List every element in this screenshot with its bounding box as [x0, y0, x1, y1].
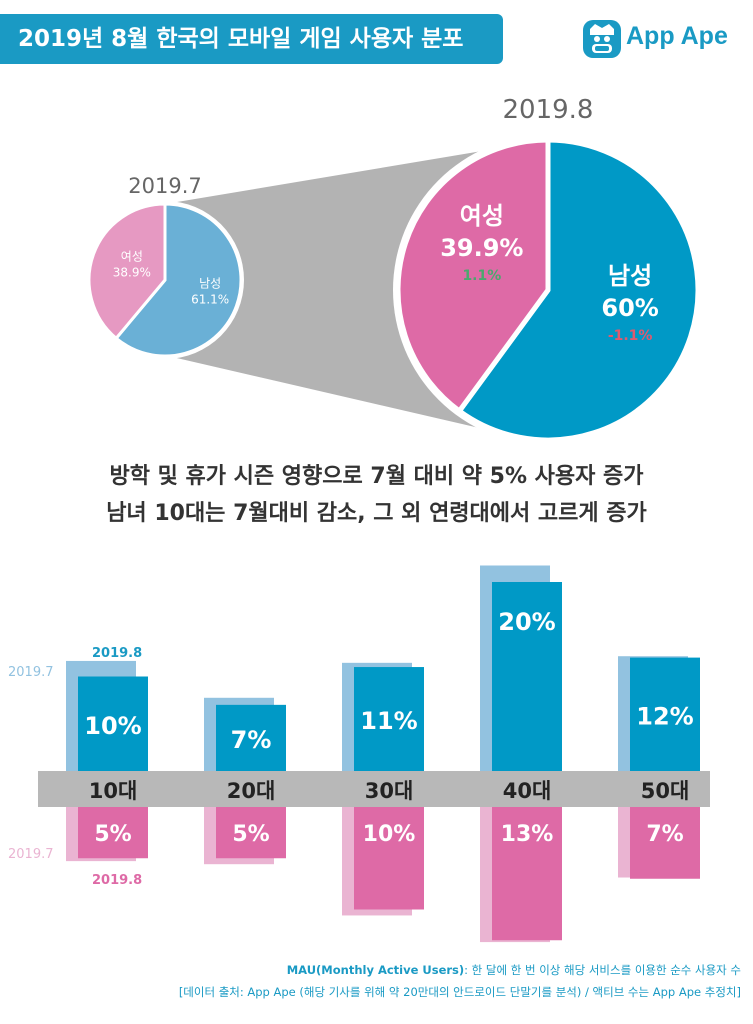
- bar-female-2019-8-4: [492, 807, 562, 941]
- category-label-5: 50대: [641, 779, 690, 803]
- bar-male-2019-8-1: [78, 676, 148, 771]
- bar-male-2019-8-4: [492, 582, 562, 771]
- bar-female-2019-8-label-3: 10%: [363, 822, 416, 847]
- mau-definition: MAU(Monthly Active Users): 한 달에 한 번 이상 해…: [287, 962, 741, 978]
- pie-2019-7-label-male: 남성: [199, 277, 221, 291]
- headline-line-2: 남녀 10대는 7월대비 감소, 그 외 연령대에서 고르게 증가: [106, 501, 647, 526]
- title-banner: 2019년 8월 한국의 모바일 게임 사용자 분포: [0, 14, 503, 64]
- bar-female-2019-8-label-2: 5%: [232, 822, 269, 847]
- legend-male-2019-8: 2019.8: [92, 646, 142, 661]
- bar-female-2019-8-1: [78, 807, 148, 859]
- brand-logo: App Ape: [580, 14, 745, 64]
- pie-2019-8-title: 2019.8: [503, 95, 594, 125]
- category-label-2: 20대: [227, 779, 276, 803]
- bar-female-2019-8-5: [630, 807, 700, 879]
- pie-2019-7-value-male: 61.1%: [191, 293, 229, 307]
- pie-2019-8-label-male: 남성: [608, 262, 652, 290]
- bar-male-2019-8-2: [216, 704, 286, 771]
- bar-male-2019-8-label-1: 10%: [84, 712, 141, 740]
- data-source-note: [데이터 출처: App Ape (해당 기사를 위해 약 20만대의 안드로이…: [178, 985, 741, 999]
- legend-female-2019-8: 2019.8: [92, 873, 142, 888]
- bar-male-2019-8-label-5: 12%: [636, 702, 693, 730]
- category-band: [38, 771, 710, 807]
- pie-2019-8-slice-female: [395, 137, 551, 414]
- pie-2019-8-change-male: -1.1%: [608, 328, 653, 344]
- pie-2019-8-change-female: 1.1%: [462, 268, 501, 284]
- pie-2019-7-slice-male: [114, 202, 243, 358]
- bar-male-2019-8-label-2: 7%: [231, 726, 272, 754]
- category-label-1: 10대: [89, 779, 138, 803]
- category-label-4: 40대: [503, 779, 552, 803]
- bar-male-2019-8-5: [630, 657, 700, 771]
- mau-definition-term: MAU(Monthly Active Users): [286, 963, 465, 977]
- bar-male-2019-8-3: [354, 667, 424, 771]
- page-title: 2019년 8월 한국의 모바일 게임 사용자 분포: [18, 26, 464, 52]
- brand-name: App Ape: [626, 22, 728, 50]
- bar-female-2019-8-label-1: 5%: [94, 822, 131, 847]
- pie-2019-8-slice-male: [456, 137, 701, 443]
- pie-2019-8-value-male: 60%: [601, 294, 658, 322]
- pie-2019-8-label-female: 여성: [460, 202, 504, 230]
- mau-definition-text: : 한 달에 한 번 이상 해당 서비스를 이용한 순수 사용자 수: [464, 963, 741, 977]
- bar-male-2019-8-label-3: 11%: [360, 707, 417, 735]
- pie-2019-7-slice-female: [87, 202, 167, 340]
- headline-line-1: 방학 및 휴가 시즌 영향으로 7월 대비 약 5% 사용자 증가: [109, 464, 644, 489]
- ape-face-icon: [583, 20, 621, 58]
- pie-2019-8-value-female: 39.9%: [440, 234, 523, 262]
- bar-female-2019-8-2: [216, 807, 286, 859]
- category-label-3: 30대: [365, 779, 414, 803]
- pie-2019-7-value-female: 38.9%: [113, 265, 151, 279]
- bar-female-2019-8-label-5: 7%: [646, 822, 683, 847]
- pie-2019-7-title: 2019.7: [128, 174, 201, 198]
- legend-female-2019-7: 2019.7: [8, 847, 54, 862]
- bar-female-2019-8-label-4: 13%: [501, 822, 554, 847]
- legend-male-2019-7: 2019.7: [8, 665, 54, 680]
- pie-2019-7-label-female: 여성: [121, 249, 143, 263]
- bar-female-2019-8-3: [354, 807, 424, 910]
- bar-male-2019-8-label-4: 20%: [498, 608, 555, 636]
